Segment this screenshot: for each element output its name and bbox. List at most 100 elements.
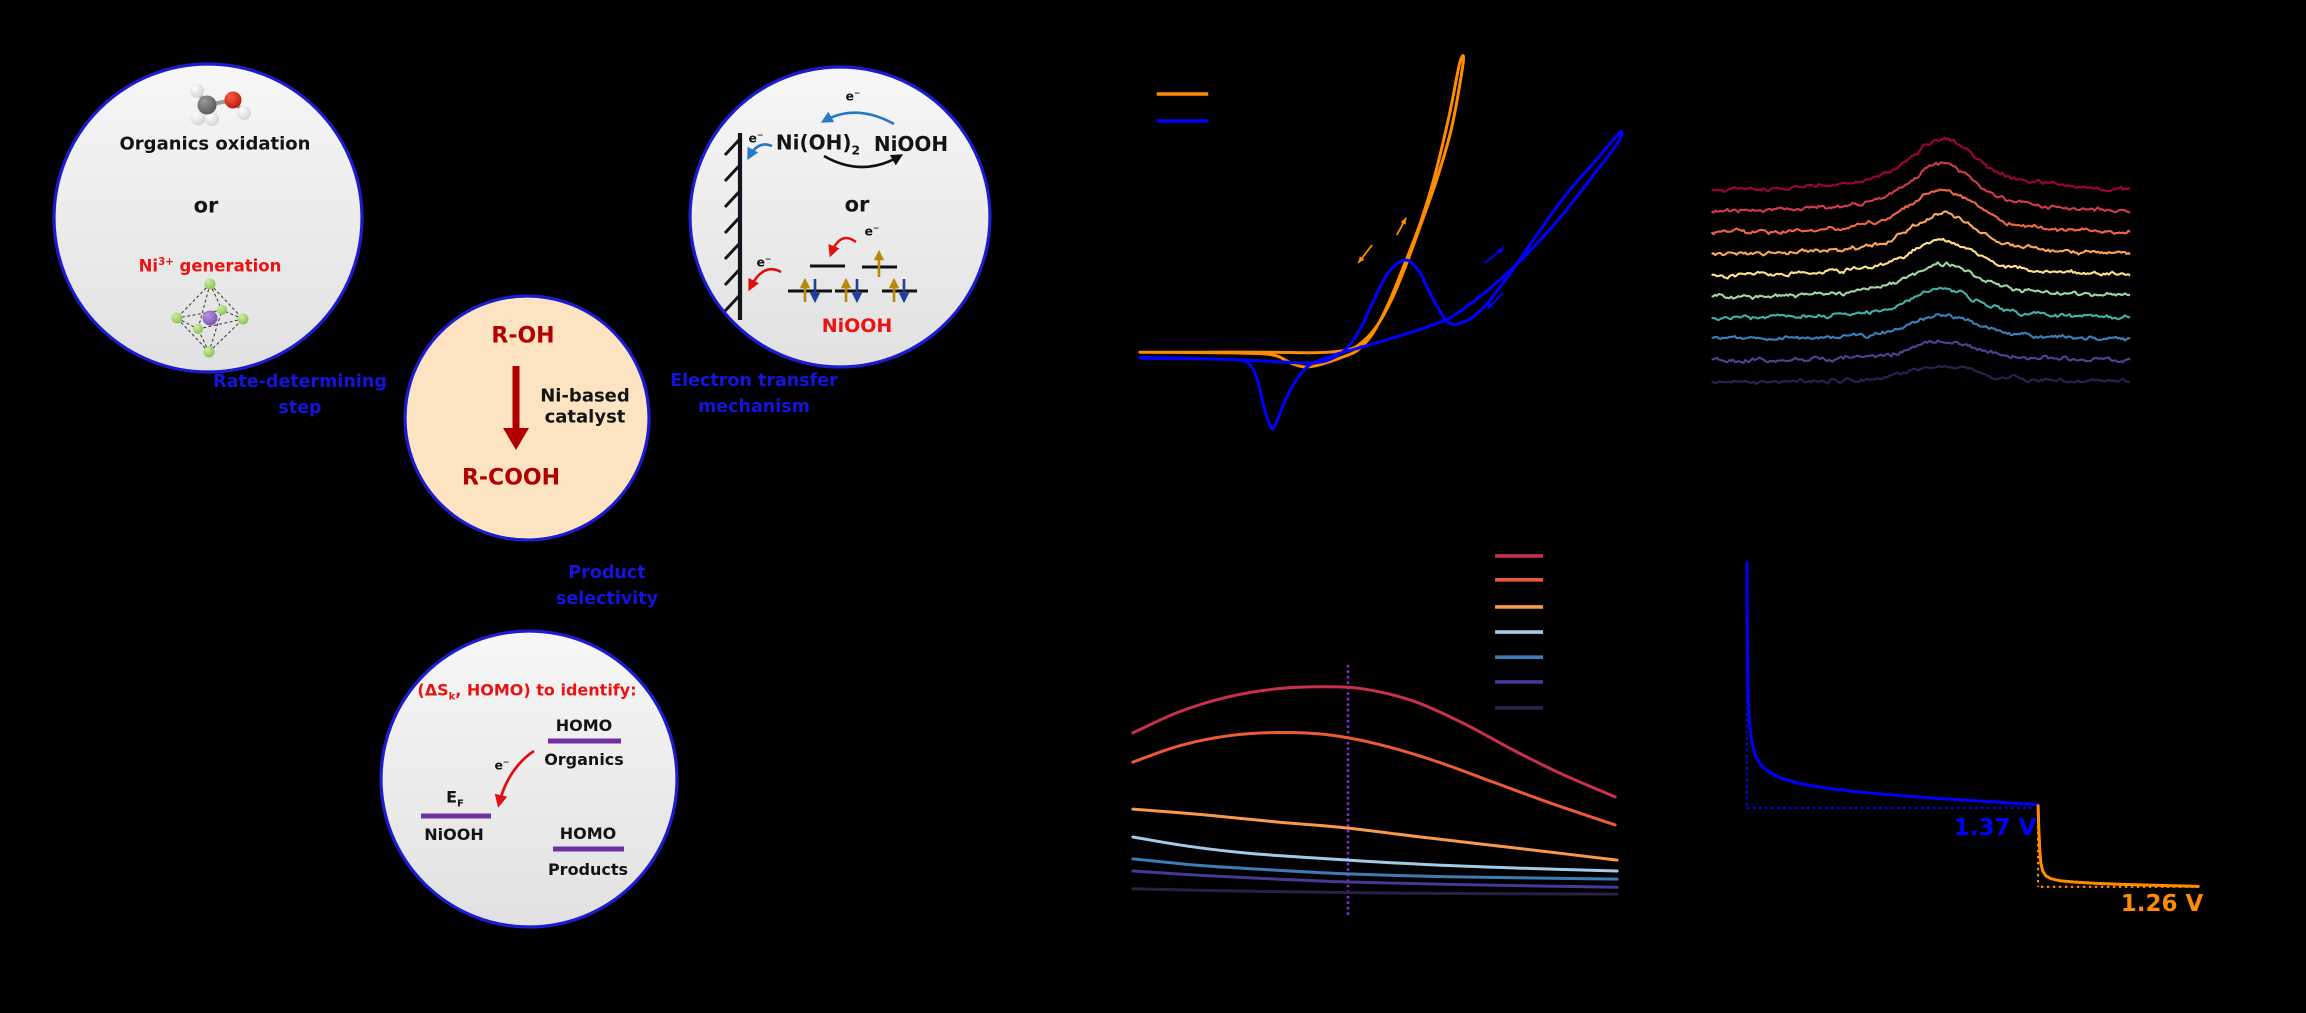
- methanol-molecule: [190, 84, 251, 126]
- or-label-2: or: [844, 192, 870, 217]
- electron-arrow-homo-to-ef: [494, 749, 535, 808]
- electron-label-circle4: e−: [495, 757, 510, 776]
- cv-series-blue-cv-loop: [1138, 129, 1624, 431]
- e-sup: −: [872, 223, 880, 233]
- epr-trace-4: [1711, 237, 2131, 280]
- homo-organics-label: HOMO: [555, 716, 613, 735]
- r-oh-label: R-OH: [491, 323, 555, 349]
- cv-arrowhead-3: [1487, 302, 1494, 309]
- epr-trace-7: [1711, 313, 2131, 342]
- ni-center-atom: [202, 310, 218, 326]
- electron-transfer-mechanism-caption: Electron transfer mechanism: [670, 368, 838, 421]
- cv-series-orange-cv-loop: [1138, 54, 1465, 369]
- h-atom: [205, 112, 219, 126]
- rates-series-curve-1: [1131, 685, 1617, 799]
- plateau-label-137v: 1.37 V: [1953, 814, 2037, 841]
- generation-text: generation: [173, 256, 282, 276]
- circle-rate-determining-step: [52, 62, 364, 374]
- h-atom: [190, 84, 204, 98]
- o-atom: [224, 91, 242, 109]
- niooh-label-red: NiOOH: [821, 314, 893, 337]
- nioh-sub: 2: [851, 142, 861, 158]
- cv-chart: [1138, 54, 1624, 431]
- e-sup: −: [853, 88, 861, 98]
- ni-based-catalyst-label: Ni-based catalyst: [540, 386, 630, 427]
- dsk-homo-title: (ΔSk, HOMO) to identify:: [417, 678, 636, 705]
- electron-arrow-niooh-to-nioh2: [820, 111, 895, 126]
- rates-series-curve-3: [1131, 807, 1619, 862]
- plateau-label-126v: 1.26 V: [2120, 890, 2204, 917]
- epr-trace-8: [1711, 339, 2131, 364]
- caption-line: selectivity: [555, 589, 659, 609]
- electron-arrow-to-electrode-bottom: [748, 267, 782, 292]
- ef-text: E: [446, 787, 458, 807]
- e-text: e: [494, 757, 503, 773]
- chronopotentiometry-chart: [1745, 561, 2200, 888]
- epr-trace-3: [1711, 210, 2131, 257]
- c-atom: [197, 95, 217, 115]
- epr-trace-2: [1710, 188, 2131, 236]
- title-text: (ΔS: [417, 680, 449, 700]
- chrono-series-orange-step: [2036, 804, 2200, 888]
- r-cooh-label: R-COOH: [461, 465, 561, 491]
- nioh2-label: Ni(OH)2: [776, 128, 860, 161]
- rate-curves-chart: [1131, 554, 1619, 918]
- cv-arrowhead-0: [1358, 256, 1365, 263]
- rates-series-curve-2: [1131, 730, 1617, 827]
- spin-up-arrows: [799, 249, 900, 302]
- electron-label-low: e−: [757, 254, 772, 273]
- epr-trace-5: [1711, 261, 2131, 300]
- electron-label-left: e−: [749, 130, 764, 149]
- caption-line: Ni-based: [540, 385, 630, 407]
- rate-determining-step-caption: Rate-determining step: [213, 369, 387, 422]
- caption-line: mechanism: [698, 397, 810, 417]
- e-sup: −: [502, 757, 510, 767]
- ef-label: EF: [446, 785, 464, 812]
- homo-products-label: HOMO: [559, 824, 617, 843]
- caption-line: Product: [568, 562, 646, 583]
- electron-label-mid: e−: [865, 223, 880, 242]
- circle-reaction: [403, 294, 651, 542]
- arrow-nioh2-to-niooh: [823, 154, 904, 169]
- rates-series-curve-7: [1131, 887, 1619, 896]
- chrono-series-blue-step: [1745, 561, 2040, 807]
- electron-arrow-to-orbital: [828, 236, 857, 258]
- epr-trace-1: [1711, 161, 2131, 214]
- rates-series-curve-5: [1131, 857, 1619, 881]
- cv-arrowhead-2: [1497, 247, 1505, 254]
- h-atom: [237, 106, 251, 120]
- rates-series-curve-6: [1131, 869, 1619, 889]
- organics-label: Organics: [544, 750, 624, 769]
- product-selectivity-caption: Product selectivity: [556, 560, 658, 613]
- epr-trace-0: [1711, 136, 2131, 193]
- e-sup: −: [764, 254, 772, 264]
- e-text: e: [864, 223, 873, 239]
- e-text: e: [756, 254, 765, 270]
- epr-trace-9: [1711, 364, 2131, 386]
- e-text: e: [845, 88, 854, 104]
- cv-arrowhead-1: [1400, 217, 1407, 225]
- ni-text: Ni: [138, 256, 159, 276]
- nioh-text: Ni(OH): [775, 130, 852, 155]
- niooh-ef-label: NiOOH: [424, 825, 484, 844]
- electrode: [723, 133, 743, 320]
- caption-line: catalyst: [544, 406, 626, 427]
- niooh-label-black: NiOOH: [873, 132, 949, 156]
- h-atom: [190, 110, 206, 126]
- title-sub: k: [448, 691, 456, 703]
- electron-arrow-to-electrode-top: [747, 143, 773, 161]
- rates-series-curve-4: [1131, 835, 1619, 873]
- caption-line: step: [278, 398, 322, 418]
- spin-down-arrows: [809, 279, 910, 304]
- title-text: , HOMO) to identify:: [455, 680, 637, 700]
- ni-sup: 3+: [158, 257, 174, 269]
- ni3-generation-label: Ni3+ generation: [139, 255, 282, 280]
- epr-spectra-chart: [1710, 136, 2131, 386]
- e-text: e: [748, 130, 757, 146]
- reaction-arrow: [503, 366, 529, 450]
- caption-line: Rate-determining: [213, 371, 387, 392]
- caption-line: Electron transfer: [670, 370, 838, 391]
- epr-trace-6: [1711, 286, 2131, 322]
